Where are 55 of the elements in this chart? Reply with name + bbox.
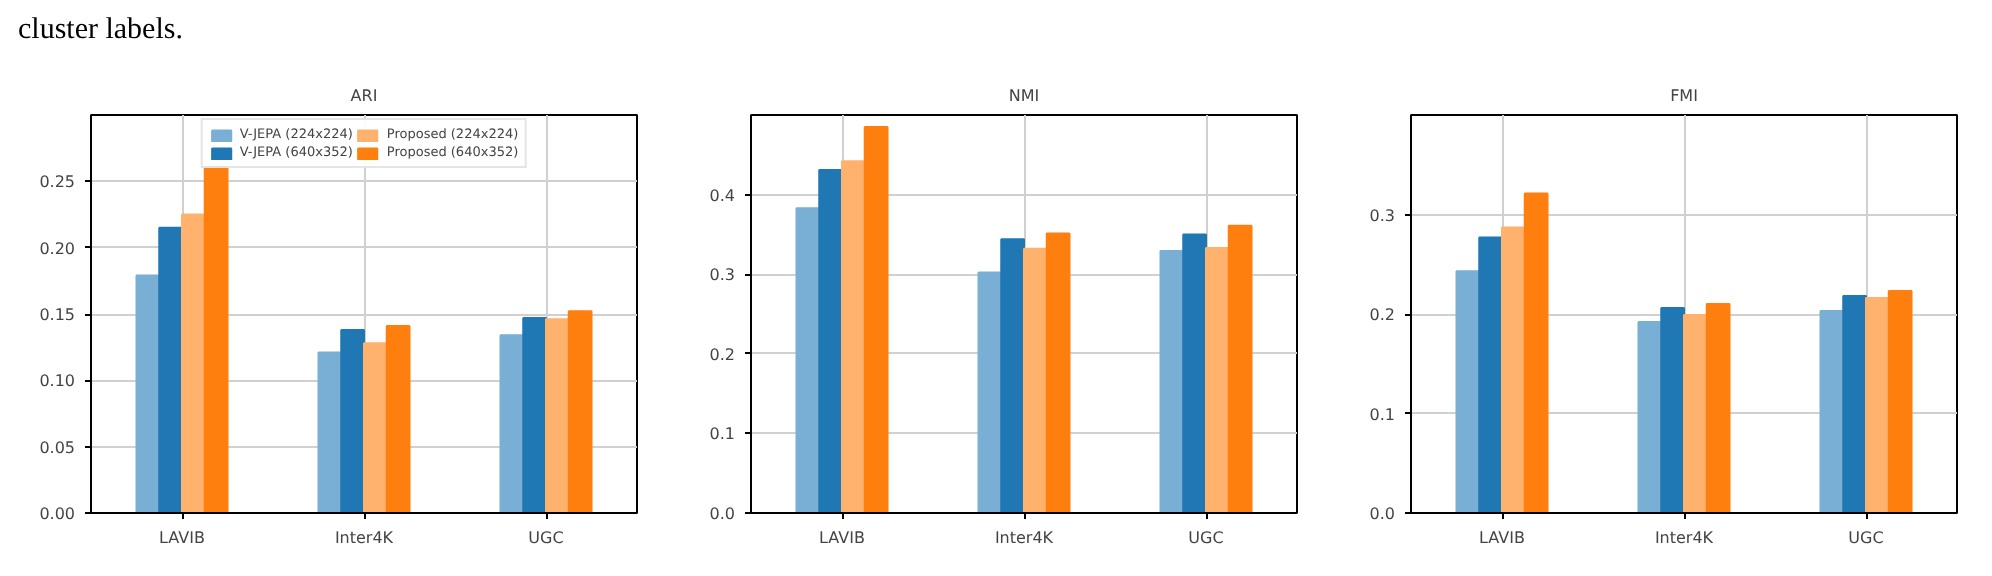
bar [1501, 226, 1526, 513]
bar [863, 125, 889, 513]
y-tick-label: 0.4 [709, 186, 736, 205]
y-tick-label: 0.15 [39, 306, 75, 324]
bar [1887, 290, 1913, 513]
bar [1865, 297, 1890, 513]
bar [181, 213, 206, 513]
x-tick-label: UGC [1848, 529, 1885, 547]
bar [1523, 192, 1549, 513]
bar [545, 318, 570, 513]
bar [522, 316, 547, 513]
bar [1842, 295, 1867, 513]
y-tick-label: 0.20 [39, 239, 75, 258]
x-tick-label: Inter4K [1654, 529, 1715, 547]
chart-title: FMI [1670, 87, 1698, 105]
bar [1683, 313, 1708, 513]
bar [363, 342, 388, 513]
x-tick-label: LAVIB [1479, 529, 1525, 547]
y-tick-label: 0.0 [1369, 505, 1396, 523]
bar [818, 168, 843, 513]
y-tick-label: 0.25 [39, 173, 75, 192]
bar [1660, 307, 1685, 513]
bar [841, 160, 866, 513]
y-tick-label: 0.0 [709, 505, 736, 523]
bar [203, 165, 229, 513]
x-tick-label: UGC [528, 529, 565, 547]
x-tick-label: Inter4K [994, 529, 1055, 547]
chart-title: NMI [1008, 87, 1040, 105]
bar [567, 310, 593, 513]
y-tick-label: 0.2 [709, 345, 736, 364]
bar [385, 324, 411, 513]
bar [1000, 238, 1025, 513]
x-tick-label: Inter4K [334, 529, 395, 547]
y-tick-label: 0.10 [39, 372, 75, 391]
bar [1205, 246, 1230, 513]
bar [158, 226, 183, 513]
bar [1227, 224, 1253, 513]
y-tick-label: 0.1 [1369, 405, 1396, 424]
text: cluster labels. [18, 12, 183, 50]
bar [340, 328, 365, 513]
y-tick-label: 0.1 [709, 425, 736, 444]
bar [1045, 232, 1071, 513]
chart-title: ARI [350, 87, 378, 105]
x-tick-label: LAVIB [819, 529, 865, 547]
bar [1478, 236, 1503, 513]
x-tick-label: UGC [1188, 529, 1225, 547]
bar [1182, 233, 1207, 513]
bar [1023, 247, 1048, 513]
y-tick-label: 0.2 [1369, 306, 1396, 324]
x-tick-label: LAVIB [159, 529, 205, 547]
y-tick-label: 0.3 [709, 266, 736, 285]
y-tick-label: 0.05 [39, 438, 75, 457]
y-tick-label: 0.00 [39, 505, 75, 523]
y-tick-label: 0.3 [1369, 206, 1396, 225]
bar [1705, 303, 1731, 513]
